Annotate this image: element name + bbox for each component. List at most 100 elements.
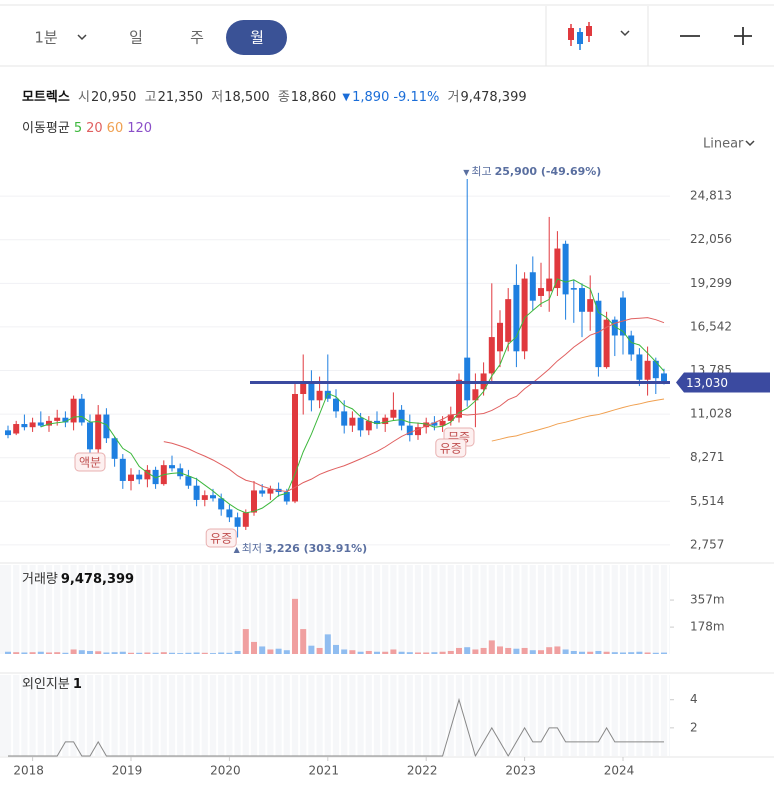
candle-body bbox=[87, 422, 93, 450]
candle-body bbox=[456, 379, 462, 418]
volume-bar bbox=[218, 652, 225, 654]
volume-bar bbox=[529, 650, 536, 654]
candle-body bbox=[283, 492, 290, 502]
stock-name: 모트렉스 bbox=[22, 89, 70, 105]
volume-bar bbox=[488, 640, 495, 654]
event-badge bbox=[435, 438, 467, 458]
candle-body bbox=[398, 409, 405, 426]
volume-bar bbox=[456, 647, 462, 654]
volume-bar bbox=[201, 652, 208, 654]
volume-bar bbox=[595, 650, 602, 654]
quote-label: 저 bbox=[211, 90, 223, 105]
candle-body bbox=[579, 288, 585, 312]
volume-bar bbox=[300, 629, 307, 654]
candle-body bbox=[29, 422, 36, 428]
interval-tab[interactable]: 1분 bbox=[34, 29, 58, 47]
volume-bar bbox=[37, 651, 44, 654]
volume-bar bbox=[603, 651, 610, 654]
x-tick-label: 2023 bbox=[505, 764, 536, 778]
volume-bar bbox=[13, 652, 20, 654]
volume-bar bbox=[447, 650, 454, 654]
volume-bar bbox=[62, 652, 69, 654]
quote-label: 고 bbox=[145, 90, 157, 105]
candle-body bbox=[201, 495, 208, 500]
event-badge bbox=[74, 452, 106, 472]
interval-tab-selected[interactable]: 월 bbox=[250, 29, 264, 47]
candle-body bbox=[144, 469, 151, 480]
volume-bar bbox=[226, 652, 233, 654]
annotation-label: 최저 bbox=[242, 542, 262, 555]
candle-body bbox=[46, 420, 52, 426]
quote-value: 20,950 bbox=[91, 90, 137, 105]
candle-body bbox=[136, 474, 143, 480]
foreign-share-line bbox=[8, 697, 664, 758]
candle-body bbox=[78, 398, 85, 423]
candle-body bbox=[193, 485, 200, 500]
y-tick-label: 2 bbox=[690, 720, 698, 734]
scale-mode[interactable]: Linear bbox=[703, 137, 744, 152]
candle-body bbox=[570, 288, 577, 290]
change: 1,890 bbox=[352, 90, 389, 105]
candle-body bbox=[554, 248, 561, 289]
pane-title: 외인지분 1 bbox=[22, 677, 82, 692]
quote-label: 거 bbox=[447, 90, 459, 105]
volume-bar bbox=[636, 651, 643, 654]
volume-bar bbox=[439, 651, 446, 654]
candle-body bbox=[439, 420, 446, 426]
pane-background bbox=[0, 565, 670, 654]
candle-body bbox=[603, 319, 610, 368]
candle-body bbox=[169, 465, 175, 469]
volume-bar bbox=[579, 651, 585, 654]
dropdown-chevron[interactable] bbox=[620, 30, 630, 37]
ma-line bbox=[40, 278, 665, 514]
candle-body bbox=[472, 389, 479, 401]
quote-row: 모트렉스 시20,950 고21,350 저18,500 종18,860 ▼ 1,… bbox=[22, 89, 527, 105]
candle-body bbox=[119, 458, 126, 481]
candle-body bbox=[95, 414, 102, 450]
event-label: 유증 bbox=[440, 442, 462, 456]
ma-legend-item: 120 bbox=[127, 121, 152, 136]
volume-bar bbox=[29, 652, 36, 654]
selected-tab-pill[interactable] bbox=[226, 20, 287, 55]
candle-body bbox=[529, 272, 536, 301]
candle-body bbox=[505, 299, 512, 342]
volume-bar bbox=[111, 652, 118, 654]
candle-body bbox=[357, 417, 364, 431]
volume-bar bbox=[431, 652, 438, 654]
change-arrow: ▼ bbox=[342, 92, 350, 103]
volume-bar bbox=[398, 651, 405, 654]
y-tick-label: 22,056 bbox=[690, 232, 732, 246]
candle-body bbox=[365, 420, 372, 431]
dropdown-chevron[interactable] bbox=[77, 34, 87, 41]
candle-icon[interactable] bbox=[568, 22, 592, 50]
volume-bar bbox=[382, 651, 389, 654]
quote-value: 21,350 bbox=[158, 90, 204, 105]
volume-bar bbox=[324, 634, 331, 654]
dropdown-chevron[interactable] bbox=[745, 140, 755, 147]
candle-body bbox=[267, 488, 274, 494]
volume-bar bbox=[5, 651, 11, 654]
candle-body bbox=[259, 490, 266, 494]
candle-body bbox=[251, 490, 257, 513]
candle-body bbox=[210, 495, 216, 499]
interval-tab[interactable]: 주 bbox=[190, 29, 204, 47]
candle-body bbox=[595, 300, 602, 368]
ma-line bbox=[491, 398, 665, 442]
candle-body bbox=[300, 382, 307, 394]
volume-bar bbox=[333, 644, 339, 654]
candle-body bbox=[333, 398, 339, 412]
y-tick-label: 178m bbox=[690, 620, 725, 634]
volume-bar bbox=[570, 650, 577, 654]
zoom-in-button[interactable] bbox=[734, 27, 752, 45]
volume-bar bbox=[267, 649, 274, 654]
volume-bar bbox=[144, 652, 151, 654]
y-tick-label: 4 bbox=[690, 692, 698, 706]
interval-tab[interactable]: 일 bbox=[129, 29, 143, 47]
candle-body bbox=[152, 469, 159, 485]
candle-body bbox=[546, 278, 553, 292]
volume-bar bbox=[538, 650, 544, 654]
candle-body bbox=[292, 393, 298, 502]
candle-body bbox=[521, 278, 528, 352]
candle-body bbox=[349, 417, 356, 426]
candle-body bbox=[21, 424, 28, 428]
